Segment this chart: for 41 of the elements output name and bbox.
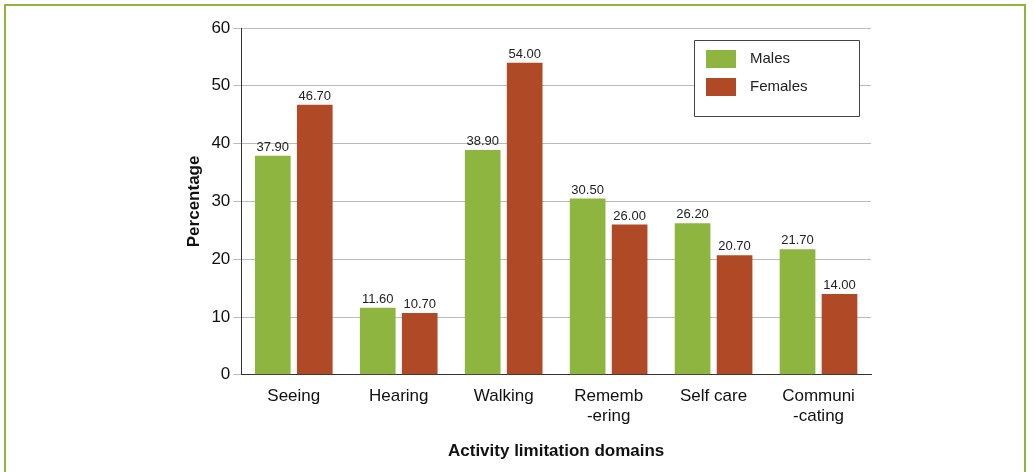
data-label: 10.70 — [403, 296, 436, 312]
x-tick-label: Rememb -ering — [574, 385, 644, 426]
bar — [464, 149, 501, 375]
bar — [674, 223, 711, 375]
data-label: 11.60 — [361, 290, 394, 306]
data-label: 21.70 — [781, 232, 814, 248]
data-label: 38.90 — [466, 133, 499, 149]
bar — [506, 62, 543, 375]
y-tick-label: 40 — [211, 133, 231, 153]
data-label: 54.00 — [508, 45, 541, 61]
bar — [401, 312, 438, 375]
legend-label: Females — [750, 77, 808, 95]
y-tick-label: 10 — [211, 306, 231, 326]
x-tick-label: Communi -cating — [782, 385, 855, 426]
bar — [779, 249, 816, 375]
x-tick-label: Seeing — [267, 385, 321, 405]
x-tick-label: Hearing — [368, 385, 429, 405]
bar — [716, 255, 753, 375]
bar — [569, 198, 606, 375]
y-tick-label: 0 — [220, 364, 231, 384]
bar — [254, 155, 291, 375]
y-tick-label: 30 — [211, 191, 231, 211]
bar — [821, 293, 858, 375]
data-label: 20.70 — [718, 238, 751, 254]
y-axis-title: Percentage — [183, 155, 203, 248]
bar — [611, 224, 648, 375]
y-tick-label: 20 — [211, 248, 231, 268]
data-label: 26.00 — [613, 207, 646, 223]
x-tick-label: Walking — [473, 385, 534, 405]
bar — [359, 307, 396, 375]
data-label: 37.90 — [256, 138, 290, 154]
bar — [296, 104, 333, 375]
y-tick-label: 60 — [211, 17, 231, 37]
data-label: 30.50 — [571, 181, 604, 197]
y-tick-label: 50 — [211, 75, 231, 95]
data-label: 46.70 — [298, 87, 332, 103]
legend-label: Males — [750, 49, 791, 67]
x-tick-label: Self care — [680, 385, 748, 405]
data-label: 26.20 — [676, 206, 709, 222]
x-axis-title: Activity limitation domains — [448, 441, 665, 461]
data-label: 14.00 — [823, 276, 856, 292]
